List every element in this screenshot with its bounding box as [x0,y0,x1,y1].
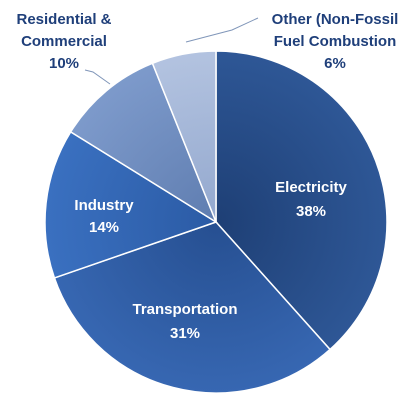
value-industry: 14% [89,219,119,236]
value-electricity: 38% [296,203,326,220]
pie-slice-other-non-fossil-fuel-combustion [151,50,217,223]
pie-slice-electricity [215,50,388,351]
leader-line-other [185,17,259,43]
leader-lines [84,17,259,85]
label-industry: Industry [74,197,134,214]
leader-line-residential [84,69,111,85]
pie-slice-residential-commercial [69,62,218,224]
label-electricity: Electricity [275,179,347,196]
label-other-line2: Fuel Combustion [274,33,397,50]
value-other: 6% [324,55,346,72]
pie-slices [44,50,388,394]
label-other-line1: Other (Non-Fossil [272,11,399,28]
label-residential-line2: Commercial [21,33,107,50]
label-residential-line1: Residential & [16,11,111,28]
pie-slice-transportation [53,221,332,394]
value-residential: 10% [49,55,79,72]
pie-slice-industry [44,130,218,279]
label-transportation: Transportation [132,301,237,318]
value-transportation: 31% [170,325,200,342]
